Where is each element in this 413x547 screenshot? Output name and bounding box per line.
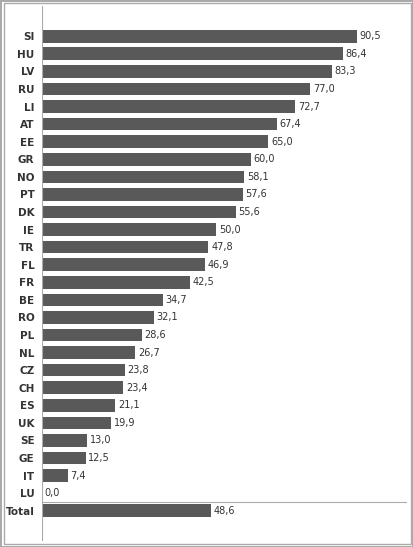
Text: 13,0: 13,0 [90, 435, 112, 445]
Text: 47,8: 47,8 [211, 242, 233, 252]
Bar [42, 276, 190, 289]
Text: 21,1: 21,1 [118, 400, 140, 410]
Bar [42, 118, 277, 130]
Bar [42, 294, 163, 306]
Bar [42, 188, 242, 201]
Text: 19,9: 19,9 [114, 418, 135, 428]
Bar [42, 48, 343, 60]
Bar [42, 417, 112, 429]
Bar [42, 504, 211, 517]
Bar [42, 329, 142, 341]
Bar [42, 153, 251, 166]
Bar [42, 135, 268, 148]
Text: 58,1: 58,1 [247, 172, 268, 182]
Bar [42, 30, 357, 43]
Text: 50,0: 50,0 [219, 225, 240, 235]
Text: 55,6: 55,6 [238, 207, 260, 217]
Bar [42, 223, 216, 236]
Text: 12,5: 12,5 [88, 453, 110, 463]
Text: 83,3: 83,3 [335, 66, 356, 77]
Bar [42, 381, 123, 394]
Text: 90,5: 90,5 [360, 31, 381, 41]
Bar [42, 346, 135, 359]
Bar [42, 364, 125, 376]
Bar [42, 452, 85, 464]
Bar [42, 171, 244, 183]
Bar [42, 241, 209, 253]
Text: 60,0: 60,0 [254, 154, 275, 164]
Text: 26,7: 26,7 [138, 347, 159, 358]
Bar [42, 469, 68, 482]
Text: 77,0: 77,0 [313, 84, 335, 94]
Bar [42, 258, 205, 271]
Text: 32,1: 32,1 [157, 312, 178, 322]
Bar [42, 65, 332, 78]
Bar [42, 83, 310, 95]
Bar [42, 399, 116, 412]
Text: 57,6: 57,6 [245, 189, 267, 200]
Bar [42, 100, 295, 113]
Text: 7,4: 7,4 [71, 470, 86, 481]
Text: 86,4: 86,4 [346, 49, 367, 59]
Bar [42, 311, 154, 324]
Bar [42, 206, 235, 218]
Text: 34,7: 34,7 [166, 295, 187, 305]
Text: 42,5: 42,5 [193, 277, 214, 287]
Text: 46,9: 46,9 [208, 260, 230, 270]
Bar [42, 434, 87, 447]
Text: 0,0: 0,0 [45, 488, 60, 498]
Text: 23,8: 23,8 [128, 365, 149, 375]
Text: 67,4: 67,4 [279, 119, 301, 129]
Text: 65,0: 65,0 [271, 137, 293, 147]
Text: 28,6: 28,6 [145, 330, 166, 340]
Text: 48,6: 48,6 [214, 506, 235, 516]
Text: 23,4: 23,4 [126, 383, 148, 393]
Text: 72,7: 72,7 [298, 102, 320, 112]
